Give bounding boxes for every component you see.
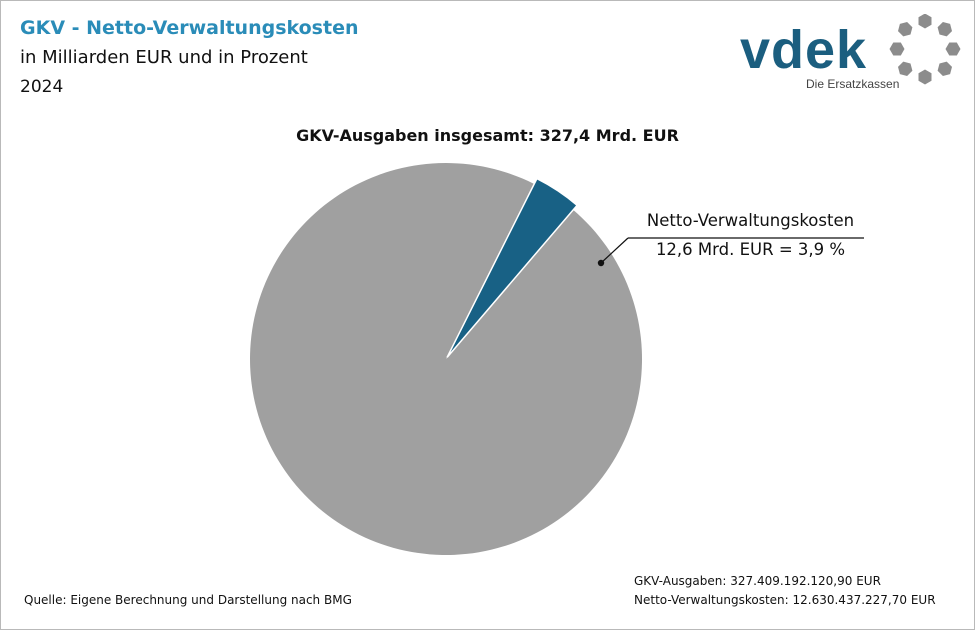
slice-leader-line bbox=[600, 237, 629, 264]
footnote-verwaltungskosten: Netto-Verwaltungskosten: 12.630.437.227,… bbox=[634, 593, 936, 607]
logo-ring-segment bbox=[937, 61, 952, 76]
logo-ring-segment bbox=[889, 42, 905, 56]
source-note: Quelle: Eigene Berechnung und Darstellun… bbox=[24, 593, 352, 607]
vdek-logo: vdek Die Ersatzkassen bbox=[740, 14, 961, 91]
logo-ring-icon bbox=[889, 14, 961, 85]
logo-ring-segment bbox=[918, 69, 932, 85]
chart-title: GKV - Netto-Verwaltungskosten bbox=[20, 17, 359, 39]
logo-tagline: Die Ersatzkassen bbox=[806, 77, 899, 91]
logo-ring-segment bbox=[945, 42, 961, 56]
logo-ring-segment bbox=[918, 14, 932, 29]
logo-ring-segment bbox=[898, 22, 913, 37]
pie-slice-netto-verwaltungskosten bbox=[446, 177, 579, 358]
pie-slice-gkv-rest bbox=[250, 163, 643, 556]
logo-wordmark: vdek bbox=[740, 20, 867, 80]
chart-total-label: GKV-Ausgaben insgesamt: 327,4 Mrd. EUR bbox=[296, 126, 679, 145]
chart-year: 2024 bbox=[20, 77, 64, 97]
footnote-gkv-ausgaben: GKV-Ausgaben: 327.409.192.120,90 EUR bbox=[634, 574, 881, 588]
slice-label-name: Netto-Verwaltungskosten bbox=[646, 211, 855, 230]
logo-ring-segment bbox=[937, 22, 952, 37]
chart-subtitle: in Milliarden EUR und in Prozent bbox=[20, 47, 308, 68]
slice-leader-dot bbox=[597, 259, 605, 267]
slice-label-value: 12,6 Mrd. EUR = 3,9 % bbox=[655, 240, 846, 259]
logo-ring-segment bbox=[898, 61, 913, 76]
